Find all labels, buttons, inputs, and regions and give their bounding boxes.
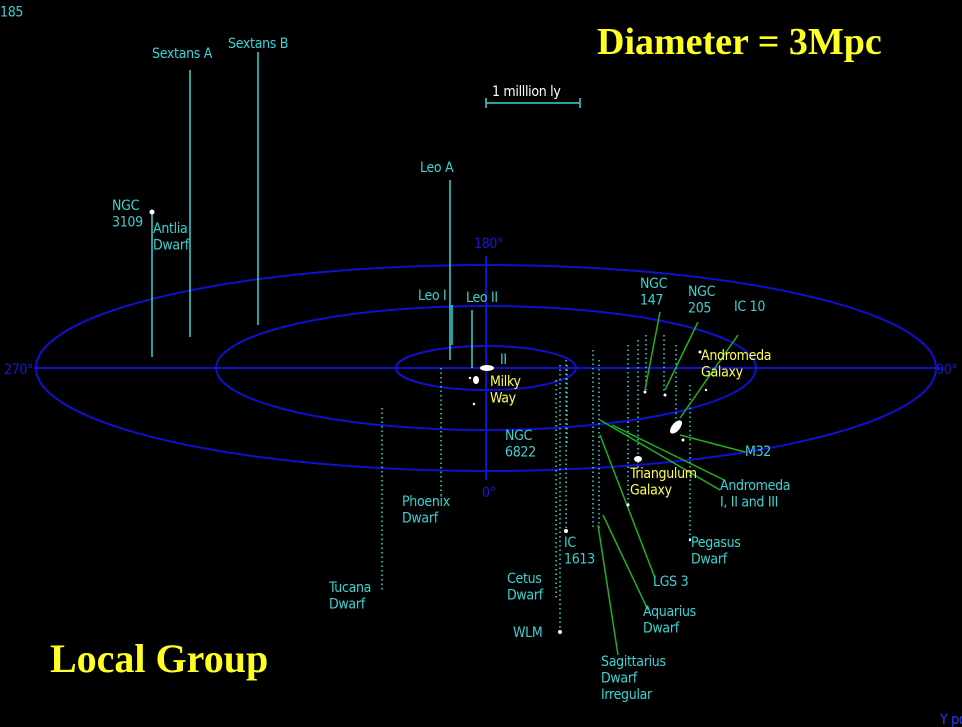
- galaxy-label: II: [500, 352, 507, 368]
- label-line: 185: [0, 5, 23, 21]
- triangulum-marker: [634, 456, 642, 462]
- label-line: Galaxy: [701, 365, 744, 381]
- galaxy-label: Cetus Dwarf: [507, 571, 544, 604]
- galaxy-label: Aquarius Dwarf: [643, 604, 696, 637]
- label-line: Aquarius: [643, 604, 696, 620]
- label-line: 3109: [112, 215, 143, 231]
- axis-label: 0°: [482, 485, 496, 501]
- label-line: Dwarf: [601, 671, 638, 687]
- label-line: Phoenix: [402, 494, 451, 510]
- galaxy-label: Pegasus Dwarf: [691, 535, 741, 568]
- label-line: Leo I: [418, 288, 446, 304]
- label-line: WLM: [513, 625, 542, 641]
- label-line: IC: [564, 535, 576, 551]
- galaxy-label: WLM: [513, 625, 542, 641]
- axis-label: 270°: [4, 362, 33, 378]
- label-line: Cetus: [507, 571, 542, 587]
- galaxy-label: Leo I: [418, 288, 446, 304]
- galaxy-label: Milky Way: [490, 374, 521, 407]
- galaxy-label: LGS 3: [653, 574, 688, 590]
- galaxy-label: NGC 6822: [505, 428, 536, 461]
- title: Diameter = 3Mpc: [597, 21, 882, 63]
- pointer-lines: [597, 311, 746, 656]
- axis-label: 90°: [936, 362, 957, 378]
- scale-bar: [485, 98, 581, 108]
- galaxy-label: Sextans B: [228, 36, 288, 52]
- label-line: Irregular: [601, 687, 653, 703]
- label-line: NGC: [640, 276, 668, 292]
- galaxy-label: IC 1613: [564, 535, 595, 568]
- label-line: M32: [745, 444, 771, 460]
- andromeda-marker: [670, 420, 682, 434]
- label-line: LGS 3: [653, 574, 688, 590]
- label-line: Sagittarius: [601, 654, 666, 670]
- scale-label: 1 milllion ly: [492, 84, 561, 100]
- galaxy-label: Triangulum Galaxy: [629, 466, 697, 499]
- galaxy-label: Sextans A: [152, 46, 213, 62]
- label-line: Dwarf: [402, 511, 439, 527]
- label-line: 147: [640, 293, 663, 309]
- label-line: Galaxy: [630, 483, 673, 499]
- galaxy-label: Andromeda I, II and III: [720, 478, 790, 511]
- galaxy-label: Andromeda Galaxy: [701, 348, 771, 381]
- galaxy-markers: [149, 209, 708, 634]
- label-line: Sextans B: [228, 36, 288, 52]
- label-line: Andromeda: [701, 348, 771, 364]
- credit: Y power: [939, 712, 962, 727]
- label-line: NGC: [505, 428, 533, 444]
- galaxy-label: Tucana Dwarf: [328, 580, 371, 613]
- label-line: I, II and III: [720, 495, 778, 511]
- label-line: Dwarf: [691, 552, 728, 568]
- label-line: Leo A: [420, 160, 454, 176]
- axis-label: 180°: [474, 236, 503, 252]
- galaxy-label: NGC 3109: [112, 198, 143, 231]
- label-line: NGC: [0, 0, 28, 4]
- magellanic-marker: [473, 376, 479, 384]
- label-line: Dwarf: [329, 597, 366, 613]
- galaxy-label: Leo II: [466, 290, 498, 306]
- milky-way-marker: [480, 365, 494, 371]
- galaxy-label: Antlia Dwarf: [153, 221, 190, 254]
- label-line: Tucana: [328, 580, 371, 596]
- galaxy-label: Leo A: [420, 160, 454, 176]
- galaxy-label: IC 10: [734, 299, 765, 315]
- label-line: Dwarf: [507, 588, 544, 604]
- galaxy-label: Phoenix Dwarf: [402, 494, 451, 527]
- label-line: NGC: [112, 198, 140, 214]
- label-line: 205: [688, 301, 711, 317]
- label-line: IC 10: [734, 299, 765, 315]
- label-line: Milky: [490, 374, 521, 390]
- caption: Local Group: [50, 636, 268, 681]
- label-line: 1613: [564, 552, 595, 568]
- galaxy-label: NGC 205: [688, 284, 716, 317]
- label-line: II: [500, 352, 507, 368]
- label-line: Triangulum: [629, 466, 697, 482]
- label-line: Pegasus: [691, 535, 741, 551]
- galaxy-label: Sagittarius Dwarf Irregular: [601, 654, 666, 703]
- label-line: Dwarf: [153, 238, 190, 254]
- galaxy-label: M32: [745, 444, 771, 460]
- label-line: Way: [490, 391, 517, 407]
- label-line: 6822: [505, 445, 536, 461]
- label-line: Antlia: [153, 221, 187, 237]
- label-line: Sextans A: [152, 46, 213, 62]
- label-line: Dwarf: [643, 621, 680, 637]
- galaxy-label: NGC 147: [640, 276, 668, 309]
- leader-lines-above: [151, 52, 473, 368]
- galaxy-label: NGC185: [0, 0, 28, 21]
- label-line: NGC: [688, 284, 716, 300]
- label-line: Leo II: [466, 290, 498, 306]
- label-line: Andromeda: [720, 478, 790, 494]
